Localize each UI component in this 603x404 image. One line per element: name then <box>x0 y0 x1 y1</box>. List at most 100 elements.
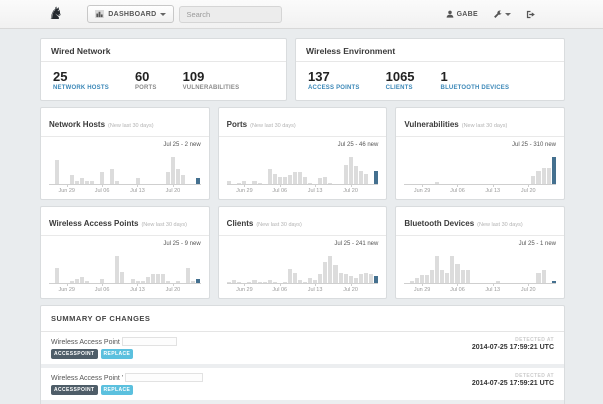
tick-label: Jul 20 <box>165 188 181 195</box>
chart-body: Jul 25 - 46 new Jun 29 Jul 06 Jul 13 Jul 20 <box>219 137 387 199</box>
bar <box>100 172 105 185</box>
bar <box>353 277 358 284</box>
tick-label: Jul 13 <box>307 287 323 294</box>
bar <box>338 272 343 284</box>
bar <box>445 272 450 284</box>
tick-label: Jun 29 <box>413 188 431 195</box>
bar <box>292 172 298 185</box>
bar <box>252 279 257 284</box>
bar <box>252 181 257 185</box>
tick-mark <box>492 284 494 287</box>
bar <box>287 175 292 185</box>
chevron-down-icon <box>160 12 167 16</box>
tick-label: Jul 20 <box>520 287 536 294</box>
bar <box>227 181 232 185</box>
tick-label: Jul 13 <box>130 188 145 195</box>
bar <box>455 264 460 284</box>
bar-chart <box>49 157 201 186</box>
bar <box>79 276 84 284</box>
tick-label: Jul 13 <box>130 287 145 294</box>
bar <box>435 181 440 185</box>
bar <box>323 261 328 284</box>
bar <box>74 181 79 185</box>
tick-mark <box>137 185 139 188</box>
tick-mark <box>315 284 317 287</box>
bar <box>171 157 176 185</box>
bar <box>130 278 135 284</box>
tick-label: Jul 06 <box>94 287 110 294</box>
bar <box>155 274 160 284</box>
logout-button[interactable] <box>526 10 535 19</box>
detected-timestamp: 2014-07-25 17:59:21 UTC <box>471 344 554 352</box>
stat-label-clients[interactable]: CLIENTS <box>385 85 413 92</box>
chart-header: Clients (New last 30 days) <box>218 207 387 237</box>
badge-replace: REPLACE <box>100 349 134 360</box>
chevron-down-icon <box>505 12 511 16</box>
dashboard-menu-button[interactable]: DASHBOARD <box>87 5 175 23</box>
bar <box>237 281 242 284</box>
brand-horse-logo-icon[interactable]: ♞ <box>48 3 64 24</box>
tools-menu[interactable] <box>493 9 511 19</box>
chart-title: Network Hosts <box>49 120 106 130</box>
chart-header: Network Hosts (New last 30 days) <box>41 108 209 138</box>
stat-label-network-hosts[interactable]: NETWORK HOSTS <box>53 85 109 92</box>
bar <box>358 170 363 185</box>
search-input[interactable] <box>179 5 283 23</box>
chart-panel-wireless-access-points: Wireless Access Points (New last 30 days)… <box>40 206 210 300</box>
chart-title: Bluetooth Devices <box>404 219 475 229</box>
summary-of-changes-title: SUMMARY OF CHANGES <box>41 306 564 333</box>
stat-label-access-points[interactable]: ACCESS POINTS <box>308 85 360 92</box>
change-details: Wireless Access Point ' ACCESSPOINT REPLAC… <box>51 373 204 396</box>
redacted-name <box>121 337 177 347</box>
tick-mark <box>244 185 246 188</box>
wired-network-panel: Wired Network 25 NETWORK HOSTS 60 PORTS 109 V… <box>40 38 287 102</box>
bar <box>181 175 186 185</box>
chart-body: Jul 25 - 1 new Jun 29 Jul 06 Jul 13 Jul 20 <box>396 236 564 298</box>
bar <box>551 157 556 185</box>
tick-label: Jun 29 <box>413 287 431 294</box>
badge-replace: REPLACE <box>100 385 134 396</box>
user-menu[interactable]: GABE <box>446 10 478 18</box>
change-title: Wireless Access Point ' <box>51 373 204 383</box>
tick-mark <box>137 284 139 287</box>
chart-subtitle: (New last 30 days) <box>256 222 302 229</box>
bar <box>308 182 313 185</box>
bar <box>298 279 303 284</box>
stat-bluetooth-devices: 1 BLUETOOTH DEVICES <box>440 69 510 92</box>
change-row[interactable]: Wireless Access PointACCESSPOINTREPLACED… <box>41 400 564 404</box>
bar <box>363 272 368 284</box>
bar <box>343 164 348 185</box>
tick-mark <box>350 185 352 188</box>
bar-chart <box>226 157 379 186</box>
detected-at-label: DETECTED AT <box>515 373 554 380</box>
bar <box>69 175 74 185</box>
chart-latest-annotation: Jul 25 - 46 new <box>337 142 379 149</box>
change-row[interactable]: Wireless Access Point ' ACCESSPOINT REPLAC… <box>41 364 564 400</box>
bar <box>430 269 435 284</box>
bar <box>348 157 353 185</box>
bar <box>145 276 150 284</box>
tick-mark <box>528 284 530 287</box>
chart-header: Bluetooth Devices (New last 30 days) <box>396 207 565 237</box>
charts-row-2: Wireless Access Points (New last 30 days)… <box>40 206 566 300</box>
chart-body: Jul 25 - 9 new Jun 29 Jul 06 Jul 13 Jul 20 <box>41 236 209 298</box>
bar <box>328 256 333 284</box>
change-title: Wireless Access Point <box>51 337 177 347</box>
badge-accesspoint: ACCESSPOINT <box>51 385 98 396</box>
tick-mark <box>422 284 424 287</box>
bar <box>318 178 323 185</box>
bar <box>298 172 303 185</box>
tick-label: Jul 20 <box>343 188 358 195</box>
chart-body: Jul 25 - 310 new Jun 29 Jul 06 Jul 13 Jul 20 <box>396 137 564 199</box>
chart-title: Vulnerabilities <box>404 120 459 130</box>
chart-latest-annotation: Jul 25 - 1 new <box>518 241 557 248</box>
detected-at-label: DETECTED AT <box>515 337 554 344</box>
stat-value: 60 <box>134 69 150 84</box>
stat-label-bluetooth-devices[interactable]: BLUETOOTH DEVICES <box>440 85 510 92</box>
wireless-environment-stats: 137 ACCESS POINTS 1065 CLIENTS 1 BLUETOOTH DE… <box>296 62 564 100</box>
bar <box>358 274 363 284</box>
stat-value: 109 <box>182 69 205 84</box>
chart-title: Clients <box>226 219 254 229</box>
chart-subtitle: (New last 30 days) <box>461 123 508 130</box>
